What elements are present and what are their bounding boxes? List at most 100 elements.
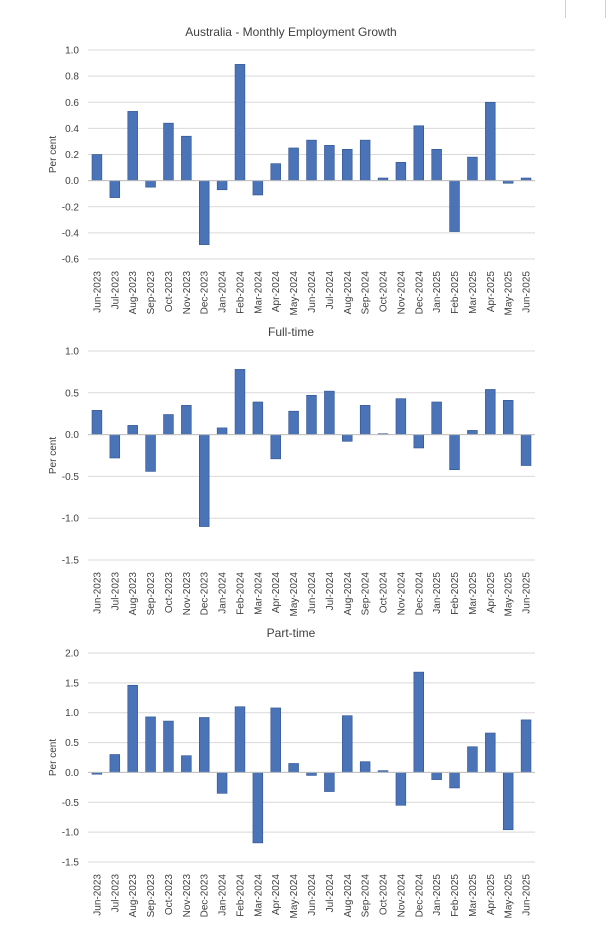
bar	[395, 398, 407, 435]
bar	[342, 434, 353, 442]
x-tick-label: Jul-2024	[325, 271, 336, 310]
bar	[199, 717, 210, 773]
x-tick-label: Feb-2024	[235, 572, 246, 615]
bar	[91, 410, 103, 435]
x-tick-label: Jul-2023	[110, 874, 121, 913]
y-tick-label: 1.0	[65, 347, 79, 358]
bar	[359, 139, 371, 181]
x-tick-label: Aug-2023	[128, 271, 139, 315]
bar	[163, 720, 174, 773]
x-tick-label: Nov-2023	[182, 572, 193, 616]
y-tick-label: 1.0	[65, 46, 79, 57]
bar	[288, 147, 299, 181]
bar	[502, 772, 514, 831]
x-tick-label: Apr-2024	[271, 271, 282, 313]
bar	[324, 390, 335, 435]
bar	[485, 101, 496, 181]
bar	[163, 414, 174, 435]
x-tick-label: Dec-2023	[200, 874, 211, 918]
bar	[145, 180, 156, 188]
bar	[395, 162, 407, 181]
x-tick-label: Jul-2024	[325, 874, 336, 913]
bar	[109, 180, 121, 198]
bar	[145, 716, 156, 773]
x-tick-label: May-2024	[289, 271, 300, 316]
bar	[467, 430, 478, 435]
bar	[306, 395, 317, 435]
x-tick-label: Jul-2023	[110, 572, 121, 611]
bar	[485, 389, 496, 435]
x-tick-label: Sep-2023	[146, 874, 157, 918]
x-tick-label: Nov-2023	[182, 874, 193, 918]
y-tick-label: -0.2	[62, 202, 80, 213]
bar	[234, 706, 246, 773]
y-axis-label: Per cent	[48, 136, 59, 173]
bar	[181, 135, 192, 181]
bar	[324, 772, 335, 792]
x-tick-label: Jun-2023	[92, 874, 103, 916]
bar	[413, 434, 424, 449]
bar	[270, 163, 281, 181]
x-tick-label: Jan-2024	[218, 874, 229, 916]
y-tick-label: -0.6	[62, 255, 80, 266]
y-tick-label: 0.5	[65, 738, 79, 749]
bar	[270, 707, 281, 773]
bar	[288, 410, 299, 435]
x-tick-label: Mar-2025	[468, 572, 479, 615]
bar	[288, 763, 299, 773]
x-tick-label: May-2025	[504, 271, 515, 316]
bar	[216, 427, 228, 435]
bar	[359, 761, 371, 773]
bar	[449, 772, 460, 789]
bar	[127, 111, 138, 181]
y-axis-label: Per cent	[48, 739, 59, 776]
bar	[270, 434, 281, 460]
bar	[109, 434, 121, 459]
x-tick-label: Mar-2024	[253, 572, 264, 615]
y-tick-label: -0.5	[62, 798, 80, 809]
bar	[109, 754, 121, 773]
x-tick-label: Dec-2023	[200, 271, 211, 315]
x-tick-label: Aug-2024	[343, 572, 354, 616]
chart-3: Part-time 2.0 1.5 1.0 0.5 0.0 -0.5 -1.0 -1.5 Per …	[48, 626, 535, 918]
x-tick-label: Jul-2024	[325, 572, 336, 611]
x-tick-label: May-2024	[289, 572, 300, 617]
x-tick-label: Jun-2023	[92, 572, 103, 614]
y-tick-label: -1.0	[62, 514, 80, 525]
x-tick-label: Dec-2024	[414, 271, 425, 315]
bar	[306, 139, 317, 181]
x-tick-label: Jan-2024	[218, 572, 229, 614]
y-tick-label: 0.0	[65, 768, 79, 779]
x-tick-label: Jun-2024	[307, 874, 318, 916]
x-tick-label: Oct-2024	[379, 271, 390, 313]
page-edge-mark	[605, 0, 606, 18]
bar	[467, 156, 478, 181]
x-tick-label: May-2025	[504, 572, 515, 617]
x-tick-label: Oct-2024	[379, 572, 390, 614]
x-tick-label: Mar-2024	[253, 271, 264, 314]
chart-title: Part-time	[267, 626, 316, 640]
chart-title: Full-time	[268, 325, 314, 339]
x-tick-label: Jun-2024	[307, 572, 318, 614]
y-tick-label: -0.5	[62, 472, 80, 483]
bar	[216, 180, 228, 191]
x-tick-label: Nov-2024	[396, 874, 407, 918]
x-tick-label: Oct-2024	[379, 874, 390, 916]
x-tick-label: Jun-2023	[92, 271, 103, 313]
x-tick-label: Feb-2025	[450, 572, 461, 615]
x-tick-label: May-2024	[289, 874, 300, 919]
bar	[181, 755, 192, 773]
y-tick-label: 1.0	[65, 708, 79, 719]
x-tick-label: Jan-2025	[432, 572, 443, 614]
x-tick-label: Jun-2025	[522, 874, 533, 916]
bar	[234, 369, 246, 435]
y-tick-label: -1.5	[62, 556, 80, 567]
x-tick-label: Feb-2025	[450, 874, 461, 917]
x-tick-label: Feb-2024	[235, 874, 246, 917]
x-tick-label: Dec-2024	[414, 874, 425, 918]
x-tick-label: Nov-2024	[396, 572, 407, 616]
bar	[449, 180, 460, 232]
x-tick-label: Mar-2025	[468, 271, 479, 314]
bar	[181, 405, 192, 435]
